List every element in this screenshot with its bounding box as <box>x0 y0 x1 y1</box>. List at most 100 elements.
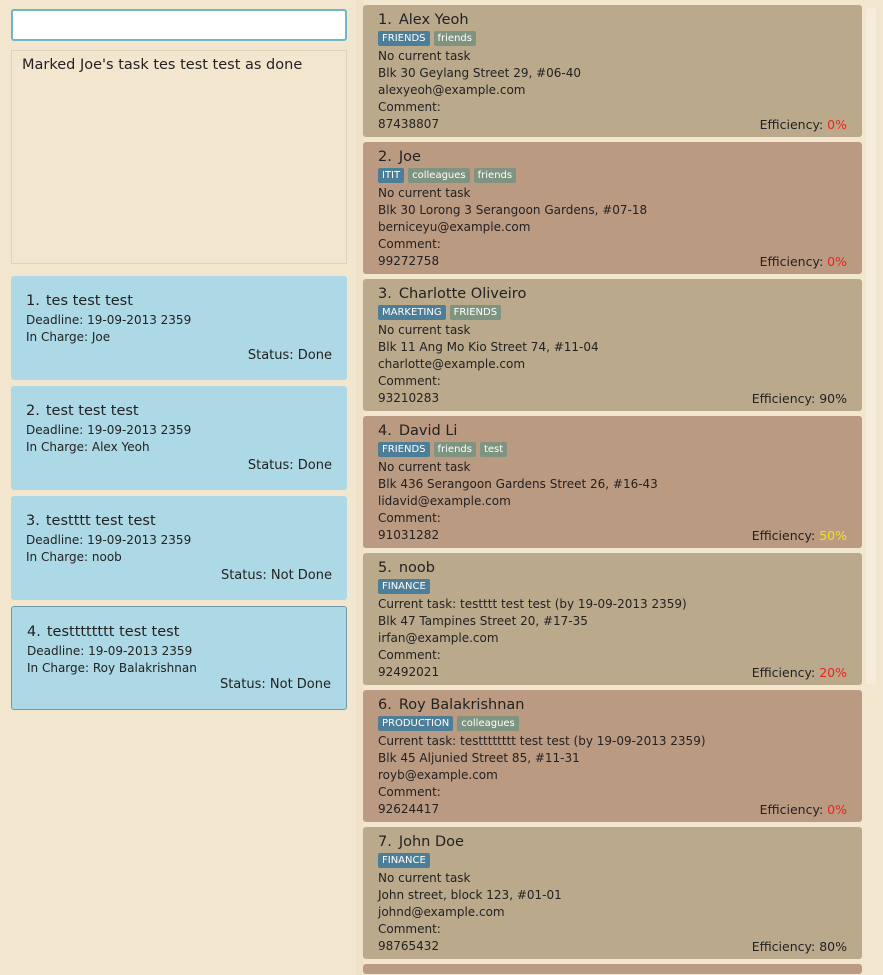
tag-list: FRIENDS friends <box>378 31 847 48</box>
efficiency-value: 20% <box>819 665 847 680</box>
person-card[interactable]: 1. Alex Yeoh FRIENDS friends No current task… <box>363 5 862 137</box>
efficiency-value: 0% <box>827 117 847 132</box>
tag-badge: colleagues <box>457 716 519 731</box>
efficiency-value: 0% <box>827 254 847 269</box>
efficiency: Efficiency: 0% <box>760 117 847 132</box>
person-email: alexyeoh@example.com <box>378 83 526 97</box>
efficiency-label: Efficiency: <box>751 665 816 680</box>
task-title: 3. testttt test test <box>26 513 332 529</box>
tag-list: ITIT colleagues friends <box>378 168 847 185</box>
person-card[interactable]: 2. Joe ITIT colleagues friends No current tas… <box>363 142 862 274</box>
task-status: Status: Done <box>247 458 332 473</box>
task-card[interactable]: 3. testttt test test Deadline: 19-09-2013… <box>11 496 347 600</box>
person-address: Blk 436 Serangoon Gardens Street 26, #16… <box>378 477 658 491</box>
person-email: irfan@example.com <box>378 631 499 645</box>
task-in-charge: In Charge: noob <box>26 550 122 564</box>
person-phone: 91031282 <box>378 528 440 542</box>
person-email: lidavid@example.com <box>378 494 511 508</box>
person-task: No current task <box>378 186 471 200</box>
task-name: testttt test test <box>45 513 156 529</box>
person-address: Blk 45 Aljunied Street 85, #11-31 <box>378 751 580 765</box>
person-email: royb@example.com <box>378 768 498 782</box>
task-in-charge: In Charge: Joe <box>26 330 111 344</box>
person-list-scrollbar[interactable] <box>866 8 876 684</box>
task-name: tes test test <box>45 293 133 309</box>
person-name-text: Alex Yeoh <box>398 12 469 28</box>
pane-divider[interactable] <box>356 0 364 975</box>
person-phone: 93210283 <box>378 391 440 405</box>
person-address: Blk 30 Geylang Street 29, #06-40 <box>378 66 582 80</box>
person-index: 1. <box>378 12 392 28</box>
tag-badge: ITIT <box>378 168 405 183</box>
tag-badge: test <box>479 442 508 457</box>
person-card[interactable]: 3. Charlotte Oliveiro MARKETING FRIENDS No c… <box>363 279 862 411</box>
person-name-text: John Doe <box>398 834 464 850</box>
efficiency-label: Efficiency: <box>759 802 824 817</box>
person-index: 4. <box>378 423 392 439</box>
tag-badge: FRIENDS <box>378 31 430 46</box>
person-comment: Comment: <box>378 922 441 936</box>
tag-badge: MARKETING <box>378 305 446 320</box>
person-phone: 92492021 <box>378 665 440 679</box>
person-task: No current task <box>378 323 471 337</box>
person-address: John street, block 123, #01-01 <box>378 888 562 902</box>
person-card[interactable] <box>363 964 862 974</box>
person-email: johnd@example.com <box>378 905 505 919</box>
person-name-text: Joe <box>398 149 421 165</box>
efficiency-label: Efficiency: <box>751 528 816 543</box>
person-index: 6. <box>378 697 392 713</box>
tag-list: PRODUCTION colleagues <box>378 716 847 733</box>
task-card[interactable]: 2. test test test Deadline: 19-09-2013 23… <box>11 386 347 490</box>
task-index: 4. <box>27 624 41 640</box>
person-name-text: Charlotte Oliveiro <box>398 286 527 302</box>
tag-badge: FINANCE <box>378 579 430 594</box>
efficiency-value: 90% <box>819 391 847 406</box>
task-deadline: Deadline: 19-09-2013 2359 <box>27 644 193 658</box>
task-title: 2. test test test <box>26 403 332 419</box>
efficiency-value: 50% <box>819 528 847 543</box>
tag-badge: friends <box>433 442 476 457</box>
person-card[interactable]: 7. John Doe FINANCE No current task John str… <box>363 827 862 959</box>
person-name: 1. Alex Yeoh <box>378 11 847 29</box>
tag-badge: friends <box>433 31 476 46</box>
task-index: 1. <box>26 293 40 309</box>
person-task: Current task: testttt test test (by 19-0… <box>378 597 687 611</box>
efficiency-label: Efficiency: <box>759 254 824 269</box>
person-comment: Comment: <box>378 100 441 114</box>
task-title: 1. tes test test <box>26 293 332 309</box>
person-email: charlotte@example.com <box>378 357 526 371</box>
person-comment: Comment: <box>378 785 441 799</box>
tag-badge: FINANCE <box>378 853 430 868</box>
person-card[interactable]: 5. noob FINANCE Current task: testttt test … <box>363 553 862 685</box>
person-email: berniceyu@example.com <box>378 220 531 234</box>
command-input[interactable] <box>11 9 347 41</box>
efficiency: Efficiency: 90% <box>752 391 847 406</box>
efficiency-value: 80% <box>819 939 847 954</box>
efficiency: Efficiency: 20% <box>752 665 847 680</box>
person-name: 4. David Li <box>378 422 847 440</box>
task-card[interactable]: 1. tes test test Deadline: 19-09-2013 235… <box>11 276 347 380</box>
person-name: 3. Charlotte Oliveiro <box>378 285 847 303</box>
task-in-charge: In Charge: Roy Balakrishnan <box>27 661 197 675</box>
task-card-selected[interactable]: 4. testttttttt test test Deadline: 19-09-… <box>11 606 347 710</box>
person-phone: 92624417 <box>378 802 440 816</box>
person-list[interactable]: 1. Alex Yeoh FRIENDS friends No current task… <box>363 5 862 975</box>
left-pane: Marked Joe's task tes test test as done … <box>0 0 356 975</box>
tag-badge: colleagues <box>408 168 470 183</box>
task-list[interactable]: 1. tes test test Deadline: 19-09-2013 235… <box>11 276 347 716</box>
tag-badge: FRIENDS <box>378 442 430 457</box>
efficiency-label: Efficiency: <box>751 939 816 954</box>
result-message: Marked Joe's task tes test test as done <box>22 57 303 73</box>
person-card[interactable]: 4. David Li FRIENDS friends test No current t… <box>363 416 862 548</box>
efficiency: Efficiency: 0% <box>760 254 847 269</box>
person-name: 5. noob <box>378 559 847 577</box>
person-task: No current task <box>378 49 471 63</box>
efficiency-value: 0% <box>827 802 847 817</box>
person-phone: 98765432 <box>378 939 440 953</box>
tag-badge: PRODUCTION <box>378 716 454 731</box>
person-comment: Comment: <box>378 237 441 251</box>
efficiency-label: Efficiency: <box>759 117 824 132</box>
task-status: Status: Done <box>247 348 332 363</box>
person-index: 7. <box>378 834 392 850</box>
person-card[interactable]: 6. Roy Balakrishnan PRODUCTION colleagues Cu… <box>363 690 862 822</box>
